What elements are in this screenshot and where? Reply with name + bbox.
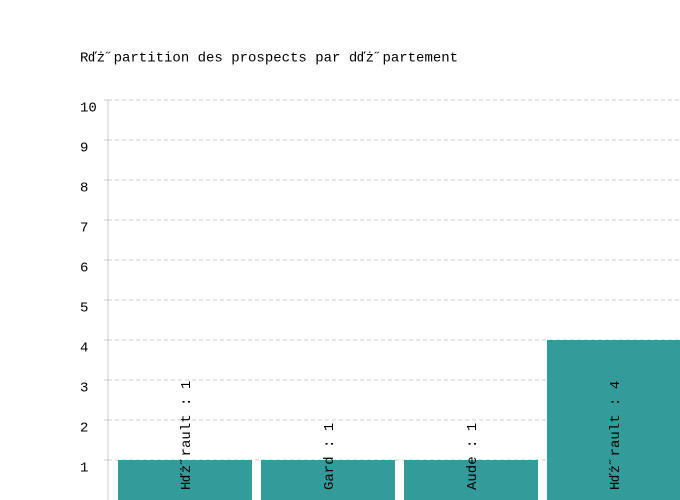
value-label: Aude : 1 <box>465 423 481 490</box>
y-tick-label: 6 <box>80 261 88 277</box>
bar <box>261 460 395 500</box>
y-tick-label: 10 <box>80 101 97 117</box>
y-tick-label: 1 <box>80 461 88 477</box>
value-label: Gard : 1 <box>322 423 338 490</box>
y-tick-label: 2 <box>80 421 88 437</box>
y-tick-label: 9 <box>80 141 88 157</box>
y-tick-label: 5 <box>80 301 88 317</box>
y-tick-label: 8 <box>80 181 88 197</box>
bar <box>404 460 538 500</box>
y-tick-label: 7 <box>80 221 88 237</box>
bar <box>118 460 252 500</box>
bar <box>547 340 680 500</box>
value-label: Hďż˝rault : 1 <box>179 381 195 490</box>
y-tick-label: 3 <box>80 381 88 397</box>
y-tick-label: 4 <box>80 341 88 357</box>
chart-title: Rďż˝partition des prospects par dďż˝part… <box>80 51 458 67</box>
value-label: Hďż˝rault : 4 <box>608 381 624 490</box>
